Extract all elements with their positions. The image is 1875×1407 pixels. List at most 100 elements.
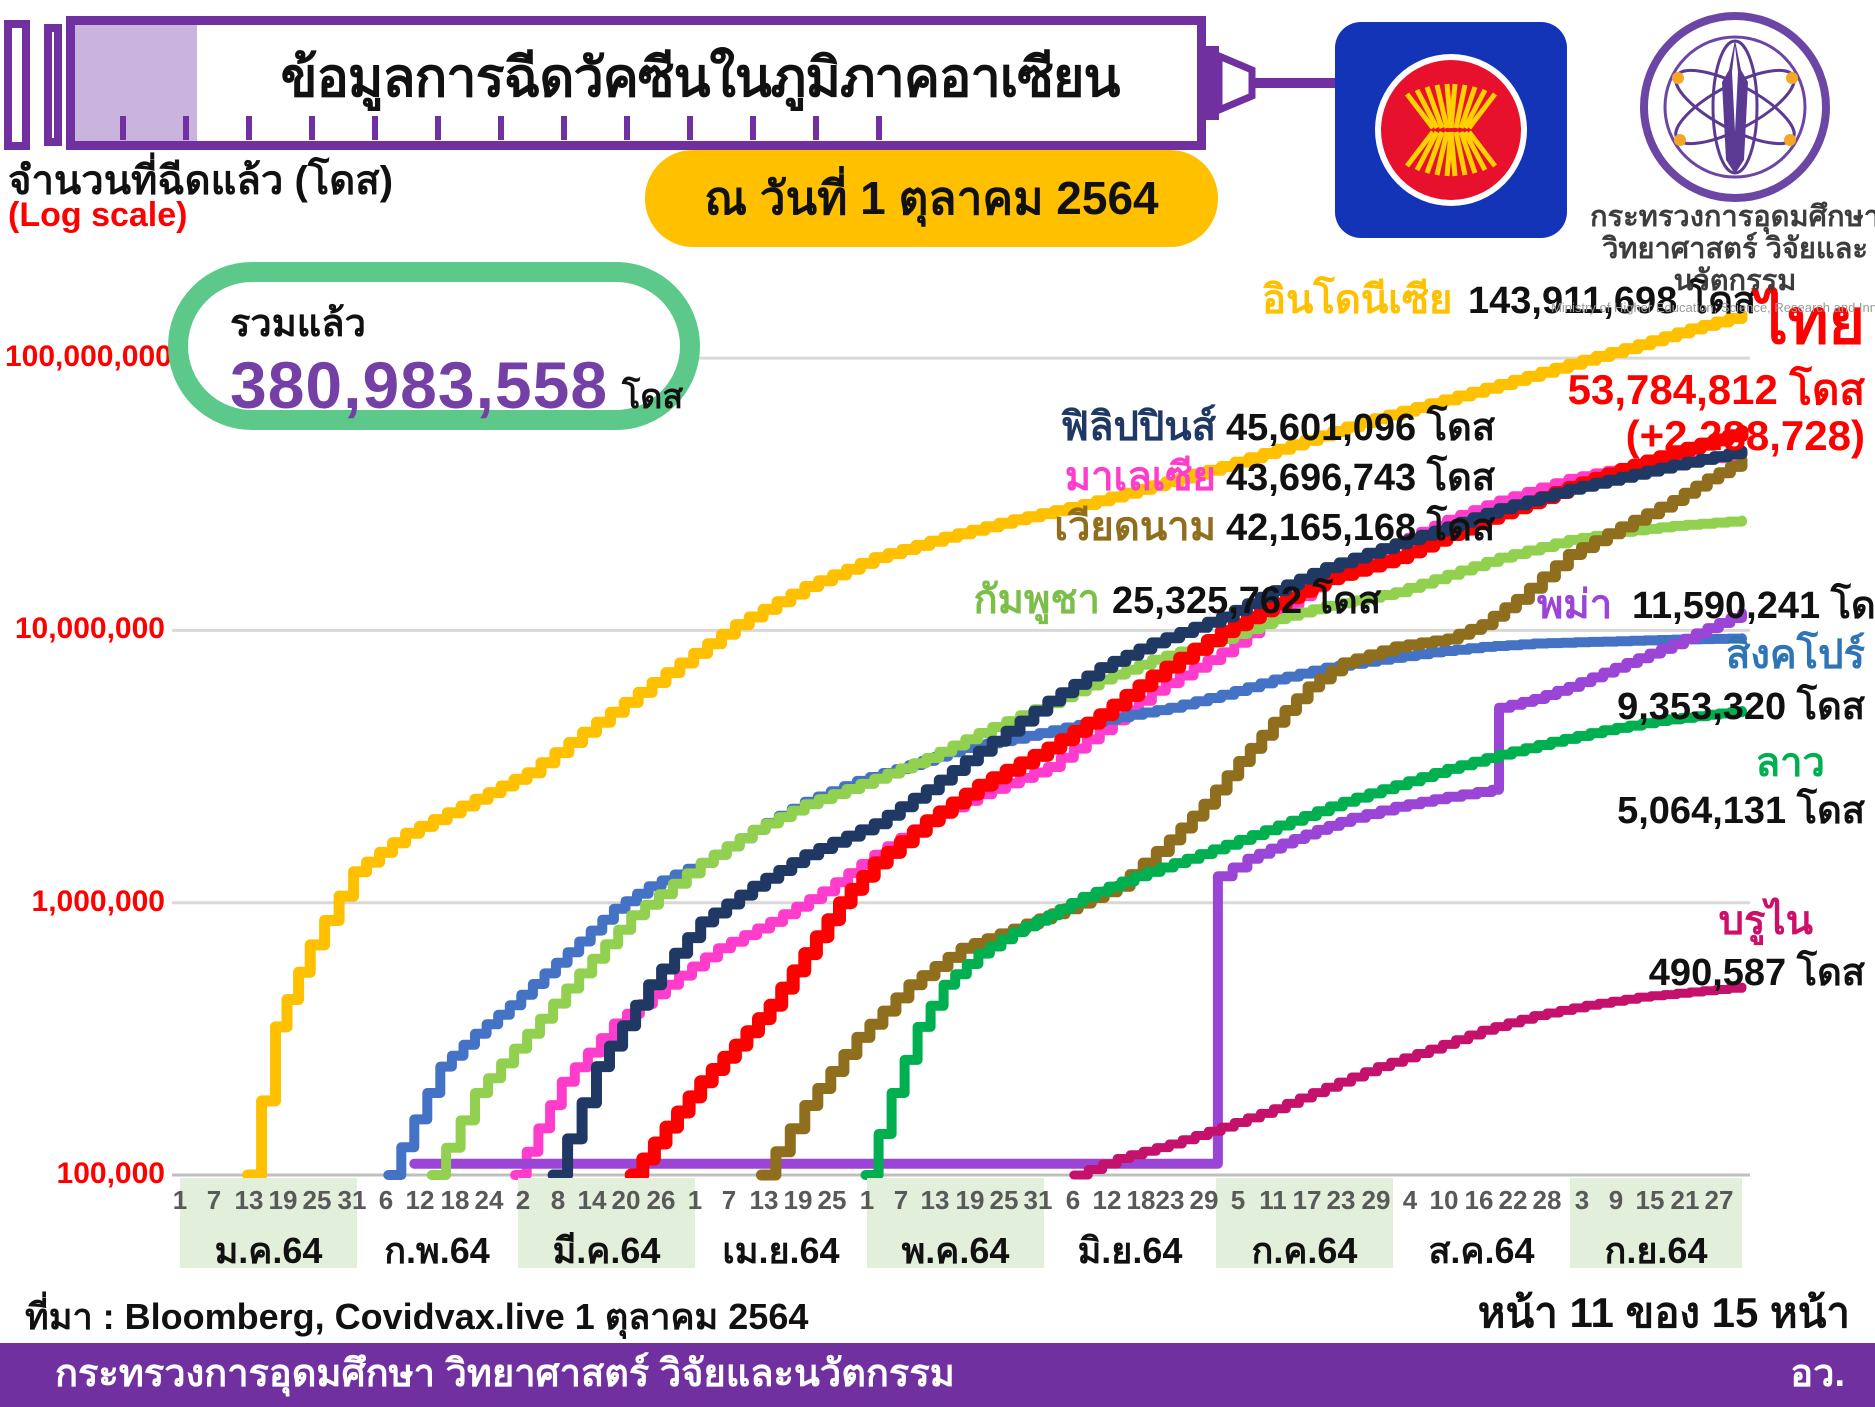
chart-annotation: 42,165,168 โดส <box>1226 507 1496 549</box>
month-label-ก.ย.64: ก.ย.64 <box>1604 1230 1708 1271</box>
footer-bar: กระทรวงการอุดมศึกษา วิทยาศาสตร์ วิจัยและ… <box>0 1343 1875 1407</box>
chart-annotation: 490,587 โดส <box>1648 952 1865 994</box>
day-tick-label: 2 <box>515 1185 531 1215</box>
series-line-indonesia <box>242 309 1748 1181</box>
day-tick-label: 12 <box>1092 1185 1122 1215</box>
chart-annotation: อินโดนีเซีย <box>1262 278 1453 322</box>
total-value: 380,983,558 <box>230 348 609 422</box>
syringe-tick <box>624 116 630 140</box>
series-line-laos <box>860 706 1747 1180</box>
y-tick-10000000: 10,000,000 <box>14 612 165 645</box>
syringe-liquid-fill <box>75 25 197 141</box>
total-label: รวมแล้ว <box>230 303 366 345</box>
syringe-plunger-flange <box>4 20 30 150</box>
chart-annotation: 143,911,698 โดส <box>1468 280 1757 322</box>
day-tick-label: 24 <box>474 1185 504 1215</box>
day-tick-label: 14 <box>577 1185 607 1215</box>
y-tick-1000000: 1,000,000 <box>31 885 165 918</box>
ministry-name: กระทรวงการอุดมศึกษา วิทยาศาสตร์ วิจัยและ… <box>1545 201 1875 315</box>
series-line-brunei <box>1069 982 1747 1180</box>
day-tick-label: 7 <box>893 1185 909 1215</box>
footer-ministry-name: กระทรวงการอุดมศึกษา วิทยาศาสตร์ วิจัยและ… <box>55 1353 955 1395</box>
day-tick-label: 26 <box>646 1185 676 1215</box>
series-line-philippines <box>547 445 1748 1181</box>
day-tick-label: 25 <box>989 1185 1019 1215</box>
chart-annotation: 43,696,743 โดส <box>1226 457 1496 499</box>
syringe-tick <box>435 116 441 140</box>
chart-annotation: สิงคโปร์ <box>1725 633 1865 677</box>
total-unit: โดส <box>622 378 684 416</box>
syringe-tick <box>498 116 504 140</box>
chart-annotation: มาเลเซีย <box>1064 455 1216 499</box>
y-tick-100000000: 100,000,000 <box>5 340 172 373</box>
syringe-tick <box>750 116 756 140</box>
day-tick-label: 1 <box>859 1185 875 1215</box>
day-tick-label: 6 <box>378 1185 394 1215</box>
day-tick-label: 11 <box>1259 1185 1287 1215</box>
day-tick-label: 23 <box>1326 1185 1356 1215</box>
ministry-name-english: Ministry of Higher Education, Science, R… <box>1551 299 1875 315</box>
day-tick-label: 19 <box>783 1185 813 1215</box>
day-tick-label: 25 <box>302 1185 332 1215</box>
month-label-ส.ค.64: ส.ค.64 <box>1428 1230 1535 1271</box>
day-tick-label: 18 <box>440 1185 470 1215</box>
syringe-tick <box>246 116 252 140</box>
day-tick-label: 13 <box>920 1185 950 1215</box>
day-tick-label: 25 <box>817 1185 847 1215</box>
y-tick-100000: 100,000 <box>56 1157 165 1190</box>
series-line-myanmar <box>409 608 1747 1169</box>
log-scale-note: (Log scale) <box>8 196 188 234</box>
day-tick-label: 19 <box>955 1185 985 1215</box>
month-label-ก.ค.64: ก.ค.64 <box>1251 1230 1358 1271</box>
series-line-vietnam <box>755 454 1748 1181</box>
chart-annotation: 5,064,131 โดส <box>1617 790 1865 832</box>
day-tick-label: 7 <box>206 1185 222 1215</box>
syringe-tick <box>183 116 189 140</box>
day-tick-label: 10 <box>1429 1185 1459 1215</box>
day-tick-label: 27 <box>1704 1185 1734 1215</box>
month-shading-ก.ค.64 <box>1216 1178 1393 1268</box>
chart-annotation: ลาว <box>1755 741 1825 785</box>
syringe-barrel <box>66 16 1206 150</box>
series-line-singapore <box>383 633 1747 1180</box>
syringe-tick <box>876 116 882 140</box>
syringe-scale-ticks <box>66 16 1206 150</box>
chart-annotation: ไทย <box>1756 288 1865 357</box>
day-tick-label: 1 <box>172 1185 188 1215</box>
total-doses-box: รวมแล้ว 380,983,558 โดส <box>168 262 700 430</box>
month-label-ม.ค.64: ม.ค.64 <box>214 1230 323 1271</box>
asean-logo <box>1335 22 1567 238</box>
ministry-logo <box>1640 12 1830 202</box>
syringe-tick <box>120 116 126 140</box>
footer-abbreviation: อว. <box>1790 1353 1845 1395</box>
page-indicator: หน้า 11 ของ 15 หน้า <box>1477 1289 1850 1336</box>
syringe-tick <box>309 116 315 140</box>
month-label-ก.พ.64: ก.พ.64 <box>384 1230 490 1271</box>
month-shading-ม.ค.64 <box>180 1178 357 1268</box>
chart-annotation: กัมพูชา <box>973 578 1100 622</box>
syringe-plunger-rod <box>44 24 62 146</box>
day-tick-label: 15 <box>1635 1185 1665 1215</box>
ministry-name-line1: กระทรวงการอุดมศึกษา <box>1590 201 1875 233</box>
syringe-tick <box>687 116 693 140</box>
syringe-tick <box>372 116 378 140</box>
syringe-needle <box>1204 46 1338 120</box>
day-tick-label: 16 <box>1464 1185 1494 1215</box>
asean-rice-sheaf-icon <box>1405 83 1497 177</box>
day-tick-label: 23 <box>1155 1185 1185 1215</box>
day-tick-label: 18 <box>1126 1185 1156 1215</box>
day-tick-label: 1 <box>687 1185 703 1215</box>
day-tick-label: 20 <box>611 1185 641 1215</box>
day-tick-label: 29 <box>1361 1185 1391 1215</box>
chart-annotation: บรูไน <box>1718 899 1813 943</box>
ministry-name-line2: วิทยาศาสตร์ วิจัยและนวัตกรรม <box>1602 232 1868 297</box>
day-tick-label: 13 <box>234 1185 264 1215</box>
chart-annotation: 53,784,812 โดส <box>1567 366 1865 413</box>
day-tick-label: 31 <box>1023 1185 1053 1215</box>
y-axis-title: จำนวนที่ฉีดแล้ว (โดส) <box>8 159 394 203</box>
